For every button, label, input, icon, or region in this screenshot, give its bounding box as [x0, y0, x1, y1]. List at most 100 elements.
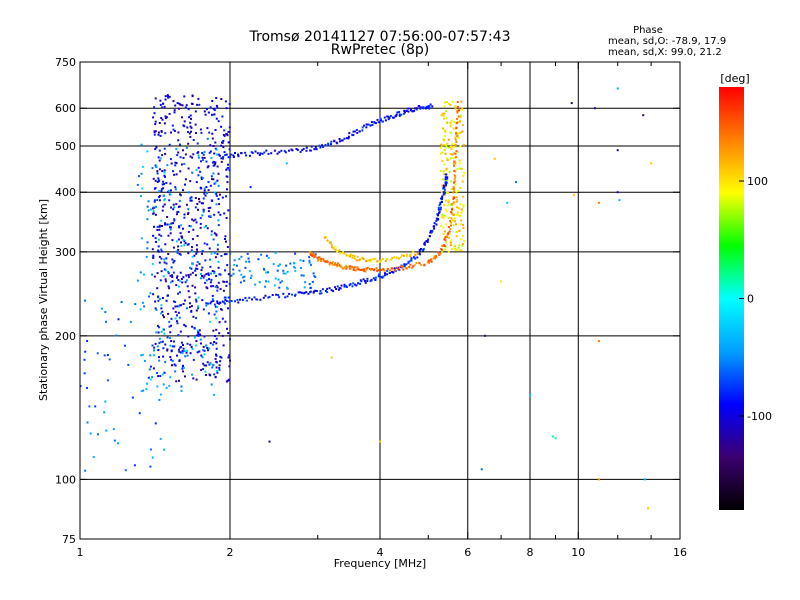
data-point	[451, 212, 454, 215]
data-point	[419, 107, 422, 110]
data-point	[199, 333, 202, 336]
data-point	[422, 106, 425, 109]
data-point	[196, 267, 199, 270]
data-point	[160, 117, 163, 119]
data-point	[616, 149, 619, 152]
data-point	[208, 347, 211, 350]
data-point	[309, 290, 312, 293]
data-point	[214, 357, 217, 360]
data-point	[343, 285, 346, 288]
data-point	[397, 268, 400, 271]
data-point	[229, 338, 231, 341]
data-point	[192, 358, 195, 361]
data-point	[213, 303, 216, 306]
data-point	[154, 123, 157, 126]
data-point	[140, 354, 143, 357]
data-point	[202, 308, 205, 311]
data-point	[186, 342, 189, 345]
data-point	[444, 236, 447, 239]
data-point	[449, 131, 452, 134]
data-point	[285, 264, 288, 267]
y-tick-label: 100	[55, 473, 76, 486]
data-point	[155, 165, 158, 168]
data-point	[335, 288, 338, 290]
data-point	[189, 197, 192, 200]
data-point	[232, 272, 235, 275]
data-point	[162, 205, 165, 208]
data-point	[188, 225, 191, 227]
data-point	[309, 286, 312, 289]
data-point	[462, 195, 465, 198]
data-point	[320, 257, 323, 260]
data-point	[219, 273, 222, 276]
data-point	[215, 354, 218, 357]
data-point	[211, 113, 214, 116]
data-point	[447, 232, 450, 235]
data-point	[245, 154, 248, 157]
data-point	[449, 153, 452, 155]
data-point	[214, 286, 217, 288]
data-point	[240, 273, 243, 276]
data-point	[437, 213, 440, 216]
y-tick-label: 75	[62, 533, 76, 546]
data-point	[211, 137, 214, 140]
data-point	[450, 119, 453, 122]
data-point	[191, 263, 194, 266]
data-point	[167, 270, 170, 273]
data-point	[178, 316, 181, 319]
data-point	[330, 143, 332, 146]
data-point	[455, 134, 458, 137]
data-point	[452, 185, 455, 188]
data-point	[156, 272, 159, 275]
data-point	[199, 277, 202, 280]
data-point	[484, 334, 487, 337]
data-point	[165, 386, 168, 389]
data-point	[158, 168, 161, 171]
data-point	[183, 120, 186, 123]
data-point	[339, 140, 341, 143]
data-point	[147, 209, 150, 212]
data-point	[312, 272, 315, 275]
data-point	[195, 317, 198, 320]
data-point	[199, 128, 202, 131]
data-point	[222, 139, 225, 142]
data-point	[265, 254, 268, 257]
data-point	[313, 290, 315, 293]
data-point	[447, 199, 450, 202]
data-point	[159, 157, 162, 160]
data-point	[454, 162, 457, 165]
data-point	[246, 252, 249, 255]
data-point	[433, 222, 436, 225]
data-point	[158, 255, 161, 258]
data-point	[443, 238, 446, 241]
data-point	[83, 372, 86, 375]
data-point	[324, 289, 327, 292]
data-point	[352, 282, 355, 285]
data-point	[460, 249, 463, 252]
data-point	[454, 247, 456, 250]
data-point	[438, 211, 440, 214]
data-point	[422, 248, 425, 251]
data-point	[365, 126, 368, 129]
data-point	[332, 263, 334, 266]
data-point	[247, 257, 250, 260]
data-point	[213, 251, 216, 254]
data-point	[221, 317, 224, 320]
x-tick-label: 1	[77, 546, 84, 559]
data-point	[211, 298, 214, 301]
data-point	[105, 429, 108, 432]
data-point	[444, 245, 447, 248]
data-point	[443, 163, 446, 166]
data-point	[262, 296, 265, 299]
data-point	[304, 281, 307, 284]
data-point	[442, 173, 445, 175]
data-point	[169, 337, 172, 340]
data-point	[313, 256, 315, 259]
data-point	[351, 133, 354, 136]
data-point	[650, 162, 653, 165]
data-point	[394, 269, 396, 272]
data-point	[359, 258, 362, 261]
data-point	[194, 123, 197, 126]
data-point	[152, 254, 155, 257]
data-point	[136, 183, 139, 186]
